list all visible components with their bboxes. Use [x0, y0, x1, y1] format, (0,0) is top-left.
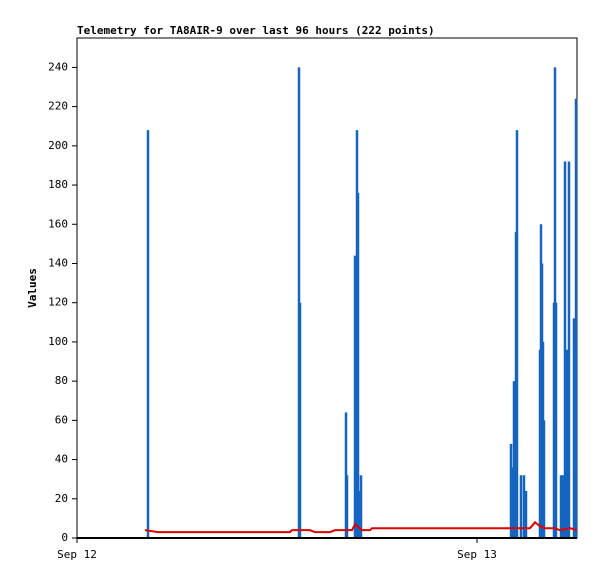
plot-frame — [76, 37, 578, 539]
x-tick-label: Sep 13 — [457, 548, 497, 561]
y-tick-label: 40 — [55, 453, 68, 466]
y-tick-label: 0 — [61, 531, 68, 544]
line — [144, 520, 578, 534]
y-tick-label: 160 — [48, 217, 68, 230]
y-tick-label: 80 — [55, 374, 68, 387]
y-tick-label: 60 — [55, 413, 68, 426]
y-tick-label: 100 — [48, 335, 68, 348]
y-tick-label: 240 — [48, 60, 68, 73]
y-tick-label: 180 — [48, 178, 68, 191]
y-tick-label: 140 — [48, 256, 68, 269]
y-axis-label: Values — [26, 268, 39, 308]
y-tick-label: 20 — [55, 492, 68, 505]
x-tick-label: Sep 12 — [57, 548, 97, 561]
y-tick-label: 220 — [48, 100, 68, 113]
chart-title: Telemetry for TA8AIR-9 over last 96 hour… — [77, 24, 435, 37]
y-tick-label: 200 — [48, 139, 68, 152]
y-tick-label: 120 — [48, 296, 68, 309]
